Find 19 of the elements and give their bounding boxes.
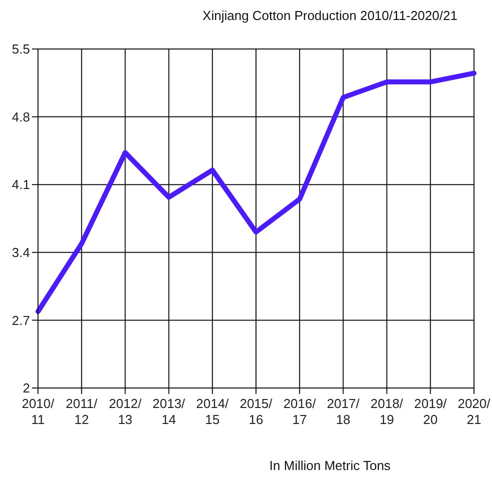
x-tick-label: 2018/ 19	[370, 396, 404, 427]
y-tick-label: 4.1	[12, 177, 30, 192]
x-tick-label: 2020/ 21	[458, 396, 491, 427]
x-tick-label: 2010/ 11	[22, 396, 55, 427]
y-tick-label: 3.4	[12, 245, 30, 260]
y-tick-label: 4.8	[12, 109, 30, 124]
y-tick-label: 2.7	[12, 312, 30, 328]
x-tick-label: 2014/ 15	[196, 396, 230, 427]
x-tick-label: 2017/ 18	[326, 396, 360, 427]
x-tick-label: 2016/ 17	[283, 396, 316, 427]
x-tick-label: 2015/ 16	[240, 396, 273, 427]
text: In Million Metric Tons	[268, 458, 392, 473]
x-tick-label: 2011/ 12	[66, 396, 98, 427]
chart-title: Xinjiang Cotton Production 2010/11-2020/21	[202, 8, 458, 23]
x-tick-label: 2012/ 13	[108, 396, 142, 427]
y-tick-label: 2	[22, 380, 30, 396]
y-tick-label: 5.5	[12, 42, 30, 57]
x-tick-label: 2013/ 14	[152, 396, 186, 427]
x-tick-label: 2019/ 20	[414, 396, 448, 427]
